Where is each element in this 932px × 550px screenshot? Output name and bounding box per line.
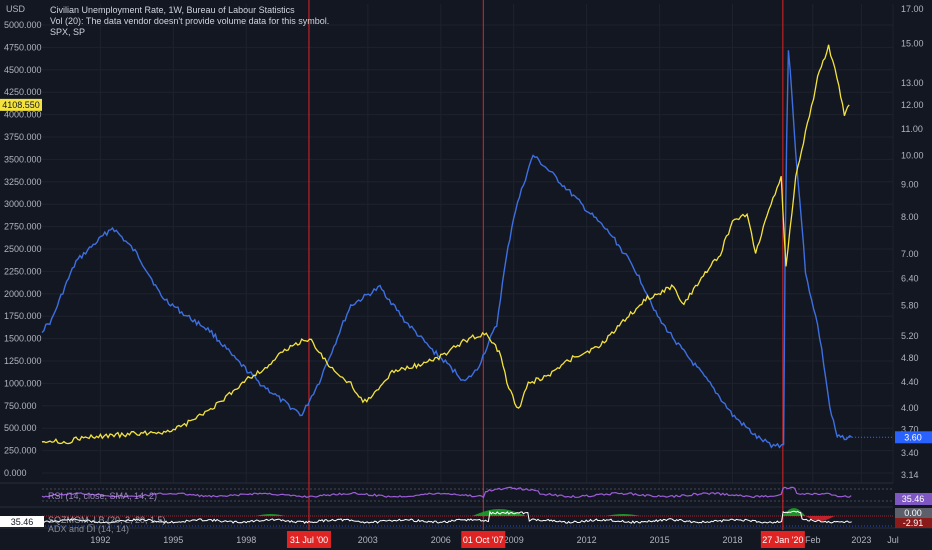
event-marker-box xyxy=(286,531,331,548)
last-price-label: 4108.550 xyxy=(2,100,40,110)
adx-pane-label[interactable]: ADX and DI (14, 14) xyxy=(48,524,130,534)
right-axis-tick: 4.00 xyxy=(901,403,919,413)
x-axis-tick: Feb xyxy=(805,535,821,545)
left-axis-tick: 1250.000 xyxy=(4,356,42,366)
left-axis-tick: 4500.000 xyxy=(4,65,42,75)
rsi-pane-label[interactable]: RSI (14, close, SMA, 14, 2) xyxy=(48,491,158,501)
event-marker-box xyxy=(461,531,506,548)
left-axis-tick: 2000.000 xyxy=(4,289,42,299)
left-indicator-value-label: 35.46 xyxy=(11,517,34,527)
overlay-symbol[interactable]: SPX, SP xyxy=(50,27,86,37)
adx-line xyxy=(41,510,852,524)
x-axis-tick: 2003 xyxy=(358,535,378,545)
right-axis-tick: 11.00 xyxy=(901,124,923,134)
rsi-value-label: 35.46 xyxy=(902,494,925,504)
sqz-momentum-area xyxy=(782,508,806,516)
left-axis-tick: 5000.000 xyxy=(4,20,42,30)
x-axis-tick: Jul xyxy=(887,535,899,545)
left-axis-tick: 2500.000 xyxy=(4,244,42,254)
grid-lines xyxy=(0,4,932,529)
left-axis-tick: 250.000 xyxy=(4,446,37,456)
left-axis-tick: 1500.000 xyxy=(4,334,42,344)
volume-note: Vol (20): The data vendor doesn't provid… xyxy=(50,16,330,26)
main-series-title[interactable]: Civilian Unemployment Rate, 1W, Bureau o… xyxy=(50,5,295,15)
event-marker-labels: 31 Jul '00 01 Oct '07 27 Jan '20 xyxy=(286,531,805,548)
last-price-box xyxy=(0,98,42,111)
left-axis-tick: 3250.000 xyxy=(4,177,42,187)
right-axis-tick: 10.00 xyxy=(901,150,924,160)
indicator-panes xyxy=(41,486,893,527)
x-axis-tick: 2015 xyxy=(650,535,670,545)
x-axis-tick: 2006 xyxy=(431,535,451,545)
sqzmom-pane-label[interactable]: SQZMOM_LB (20, 2, 20, 1.5) xyxy=(48,515,166,525)
left-axis-tick: 4250.000 xyxy=(4,87,42,97)
left-axis-tick: 2750.000 xyxy=(4,222,42,232)
left-axis-tick: 3750.000 xyxy=(4,132,42,142)
x-axis-tick: 2018 xyxy=(723,535,743,545)
unemployment-rate-line xyxy=(41,50,853,449)
left-axis-tick: 500.000 xyxy=(4,423,37,433)
currency-label: USD xyxy=(6,4,26,14)
event-marker-box xyxy=(760,531,805,548)
right-axis-tick: 9.00 xyxy=(901,179,919,189)
sqz-momentum-area xyxy=(805,516,835,521)
price-labels: 35.46 0.00-2.91 35.46 4108.550 3.60 xyxy=(0,98,932,528)
right-axis-tick: 3.40 xyxy=(901,448,919,458)
x-axis-tick: 1995 xyxy=(163,535,183,545)
sqz-value-label: 0.00 xyxy=(904,508,922,518)
right-axis-tick: 5.20 xyxy=(901,331,919,341)
right-axis-tick: 3.70 xyxy=(901,425,919,435)
chart-legend: Civilian Unemployment Rate, 1W, Bureau o… xyxy=(50,5,329,38)
left-axis-tick: 4750.000 xyxy=(4,42,42,52)
left-axis-tick: 0.000 xyxy=(4,468,27,478)
last-rate-label: 3.60 xyxy=(904,432,922,442)
x-axis-tick: 2023 xyxy=(851,535,871,545)
event-marker-label: 01 Oct '07 xyxy=(463,535,504,545)
sqz-momentum-area xyxy=(606,514,641,516)
left-axis-tick: 3000.000 xyxy=(4,199,42,209)
x-axis-tick: 2012 xyxy=(577,535,597,545)
time-axis[interactable]: 1992 1995 1998 2003 2006 2009 2012 2015 2018 Feb 2… xyxy=(90,535,898,545)
right-rate-axis[interactable]: 17.00 15.00 13.00 12.00 11.00 10.00 9.00 8.00 7.… xyxy=(901,4,924,480)
left-indicator-value-box xyxy=(0,516,44,527)
left-axis-tick: 3500.000 xyxy=(4,154,42,164)
sqz-momentum-area xyxy=(472,509,526,516)
sqz-neg-value-label: -2.91 xyxy=(903,518,924,528)
right-axis-tick: 12.00 xyxy=(901,100,924,110)
right-axis-tick: 6.40 xyxy=(901,274,919,284)
right-axis-tick: 3.14 xyxy=(901,470,919,480)
right-axis-tick: 13.00 xyxy=(901,78,924,88)
sqz-neg-value-box xyxy=(895,518,932,528)
rsi-value-box xyxy=(895,493,932,505)
x-axis-tick: 1992 xyxy=(90,535,110,545)
last-rate-box xyxy=(895,431,932,444)
right-axis-tick: 8.00 xyxy=(901,212,919,222)
event-vertical-lines xyxy=(308,0,784,530)
x-axis-tick: 1998 xyxy=(236,535,256,545)
x-axis-tick: 2009 xyxy=(504,535,524,545)
rsi-line xyxy=(41,486,852,499)
right-axis-tick: 5.80 xyxy=(901,301,919,311)
right-axis-tick: 4.40 xyxy=(901,377,919,387)
spx-line xyxy=(41,44,850,445)
series-layer xyxy=(41,44,893,449)
right-axis-tick: 4.80 xyxy=(901,353,919,363)
right-axis-tick: 7.00 xyxy=(901,249,919,259)
left-axis-tick: 2250.000 xyxy=(4,266,42,276)
left-price-axis[interactable]: 5000.000 4750.000 4500.000 4250.000 4000.000… xyxy=(4,20,42,478)
sqz-value-box xyxy=(895,508,932,518)
event-marker-label: 31 Jul '00 xyxy=(290,535,328,545)
right-axis-tick: 15.00 xyxy=(901,39,924,49)
right-axis-tick: 17.00 xyxy=(901,4,924,14)
sqz-momentum-area xyxy=(255,514,286,516)
left-axis-tick: 1000.000 xyxy=(4,378,42,388)
left-axis-tick: 4000.000 xyxy=(4,110,42,120)
left-axis-tick: 1750.000 xyxy=(4,311,42,321)
event-marker-label: 27 Jan '20 xyxy=(762,535,803,545)
left-axis-tick: 750.000 xyxy=(4,401,37,411)
